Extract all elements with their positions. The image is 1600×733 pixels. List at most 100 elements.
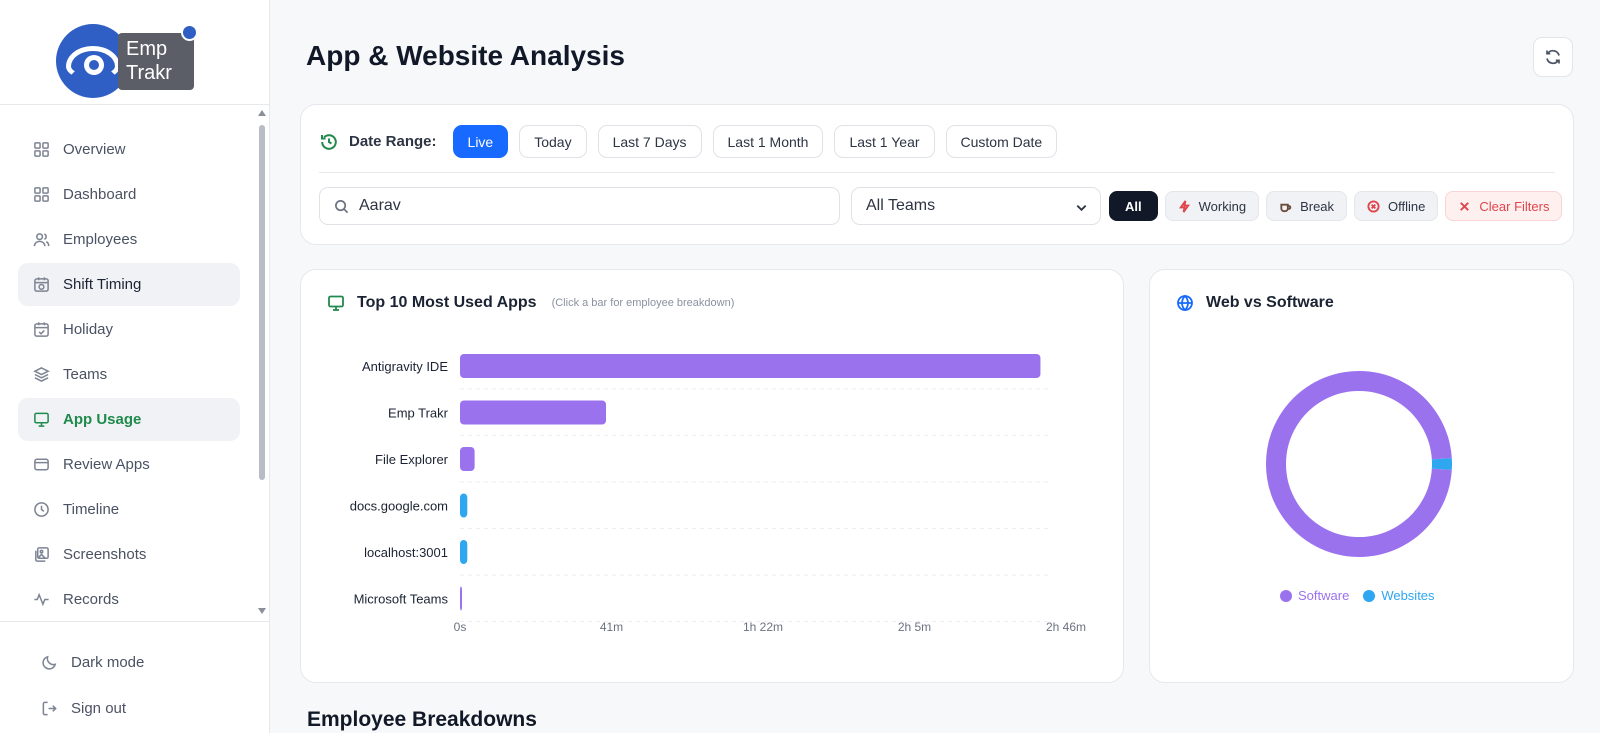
top-apps-bar-chart[interactable]: Antigravity IDE Emp Trakr File Explorer doc… xyxy=(301,270,1125,684)
x-tick-label: 2h 5m xyxy=(898,620,931,634)
refresh-icon xyxy=(1546,49,1560,65)
sidebar-item-review-apps[interactable]: Review Apps xyxy=(18,443,240,486)
scroll-down-arrow-icon[interactable] xyxy=(258,608,266,614)
x-tick-label: 1h 22m xyxy=(743,620,783,634)
web-vs-software-header: Web vs Software xyxy=(1176,294,1334,312)
sidebar-nav: Overview Dashboard Employees Shift Timin… xyxy=(18,128,240,623)
bar-microsoft-teams[interactable] xyxy=(460,586,462,611)
refresh-button[interactable] xyxy=(1533,37,1573,77)
sidebar: Emp Trakr Overview Dashboard Employees S… xyxy=(0,0,270,733)
sidebar-item-label: Records xyxy=(63,591,119,608)
top-apps-card: Top 10 Most Used Apps (Click a bar for e… xyxy=(300,269,1124,683)
scroll-up-arrow-icon[interactable] xyxy=(258,110,266,116)
x-tick-label: 0s xyxy=(454,620,467,634)
sign-out-icon xyxy=(40,699,58,717)
moon-icon xyxy=(40,653,58,671)
bar-label: docs.google.com xyxy=(350,499,448,514)
bar-label: Antigravity IDE xyxy=(362,359,448,374)
chevron-down-icon xyxy=(1076,204,1087,212)
bar-label: Emp Trakr xyxy=(388,406,449,421)
grid-icon xyxy=(32,186,50,204)
sidebar-item-records[interactable]: Records xyxy=(18,578,240,621)
close-icon xyxy=(1460,201,1470,211)
web-vs-software-donut[interactable] xyxy=(1150,270,1575,684)
bar-label: File Explorer xyxy=(375,452,449,467)
sidebar-item-overview[interactable]: Overview xyxy=(18,128,240,171)
sidebar-item-employees[interactable]: Employees xyxy=(18,218,240,261)
status-break-label: Break xyxy=(1300,198,1335,214)
date-option-custom-date[interactable]: Custom Date xyxy=(945,125,1058,158)
sidebar-item-label: Dashboard xyxy=(63,186,137,203)
date-option-today[interactable]: Today xyxy=(519,125,587,158)
sidebar-item-teams[interactable]: Teams xyxy=(18,353,240,396)
date-option-live[interactable]: Live xyxy=(452,125,509,158)
grid-icon xyxy=(32,141,50,159)
bar-docs-google-com[interactable] xyxy=(460,493,468,518)
sidebar-item-label: Teams xyxy=(63,366,108,383)
sidebar-item-shift-timing[interactable]: Shift Timing xyxy=(18,263,240,306)
sidebar-item-timeline[interactable]: Timeline xyxy=(18,488,240,531)
globe-icon xyxy=(1177,294,1193,312)
legend-dot-websites xyxy=(1363,589,1376,602)
layers-icon xyxy=(32,366,50,384)
legend-label-software: Software xyxy=(1298,588,1350,603)
images-icon xyxy=(32,546,50,564)
status-filter-working[interactable]: Working xyxy=(1164,191,1260,221)
status-offline-label: Offline xyxy=(1388,198,1426,214)
monitor-icon xyxy=(328,295,344,311)
sidebar-item-label: Screenshots xyxy=(63,546,147,563)
bar-localhost-3001[interactable] xyxy=(460,540,468,564)
sidebar-item-dashboard[interactable]: Dashboard xyxy=(18,173,240,216)
sidebar-item-label: Shift Timing xyxy=(63,276,142,293)
sidebar-item-label: Review Apps xyxy=(63,456,150,473)
sidebar-item-screenshots[interactable]: Screenshots xyxy=(18,533,240,576)
sidebar-scrollbar[interactable] xyxy=(258,110,266,615)
donut-legend: Software Websites xyxy=(1280,588,1449,603)
legend-item-websites[interactable]: Websites xyxy=(1363,588,1435,603)
status-filter-break[interactable]: Break xyxy=(1266,191,1348,221)
sign-out-button[interactable]: Sign out xyxy=(26,686,144,730)
search-input[interactable]: Aarav xyxy=(319,187,840,225)
status-filter-offline[interactable]: Offline xyxy=(1354,191,1439,221)
coffee-icon xyxy=(1280,203,1292,212)
logo-eye-icon xyxy=(56,24,130,98)
logo-text: Emp Trakr xyxy=(118,33,194,90)
clear-filters-button[interactable]: Clear Filters xyxy=(1445,191,1563,221)
status-filter-all[interactable]: All xyxy=(1109,191,1158,221)
status-working-label: Working xyxy=(1198,198,1247,214)
legend-item-software[interactable]: Software xyxy=(1280,588,1349,603)
card-icon xyxy=(32,456,50,474)
date-option-last-7-days[interactable]: Last 7 Days xyxy=(597,125,702,158)
sidebar-item-label: App Usage xyxy=(63,411,142,428)
sidebar-item-label: Employees xyxy=(63,231,138,248)
date-range-row: Date Range: Live Today Last 7 Days Last … xyxy=(319,125,1068,158)
app-logo[interactable]: Emp Trakr xyxy=(56,22,206,102)
bar-label: Microsoft Teams xyxy=(354,592,449,607)
legend-dot-software xyxy=(1280,589,1292,602)
sign-out-label: Sign out xyxy=(71,699,127,717)
date-option-last-1-year[interactable]: Last 1 Year xyxy=(834,125,935,158)
date-option-last-1-month[interactable]: Last 1 Month xyxy=(712,125,824,158)
lightning-icon xyxy=(1178,199,1190,213)
sidebar-item-app-usage[interactable]: App Usage xyxy=(18,398,240,441)
activity-icon xyxy=(32,591,50,609)
logo-dot xyxy=(181,24,198,41)
dark-mode-toggle[interactable]: Dark mode xyxy=(26,640,144,684)
donut-slice-software[interactable] xyxy=(1266,371,1452,557)
bar-file-explorer[interactable] xyxy=(460,447,475,471)
monitor-icon xyxy=(32,411,50,429)
sidebar-item-label: Overview xyxy=(63,141,126,158)
bar-emp-trakr[interactable] xyxy=(460,400,607,425)
top-apps-header: Top 10 Most Used Apps (Click a bar for e… xyxy=(327,294,734,312)
calendar-check-icon xyxy=(32,321,50,339)
search-icon xyxy=(335,199,349,213)
page-title: App & Website Analysis xyxy=(306,40,625,71)
team-select-value: All Teams xyxy=(866,197,936,214)
date-range-label: Date Range: xyxy=(319,132,437,152)
clock-icon xyxy=(32,501,50,519)
bar-antigravity-ide[interactable] xyxy=(460,354,1041,378)
team-select[interactable]: All Teams xyxy=(851,187,1101,225)
scrollbar-thumb[interactable] xyxy=(259,125,265,480)
sidebar-item-holiday[interactable]: Holiday xyxy=(18,308,240,351)
status-filter-group: All Working Break Offline Clear Filters xyxy=(1109,191,1569,221)
